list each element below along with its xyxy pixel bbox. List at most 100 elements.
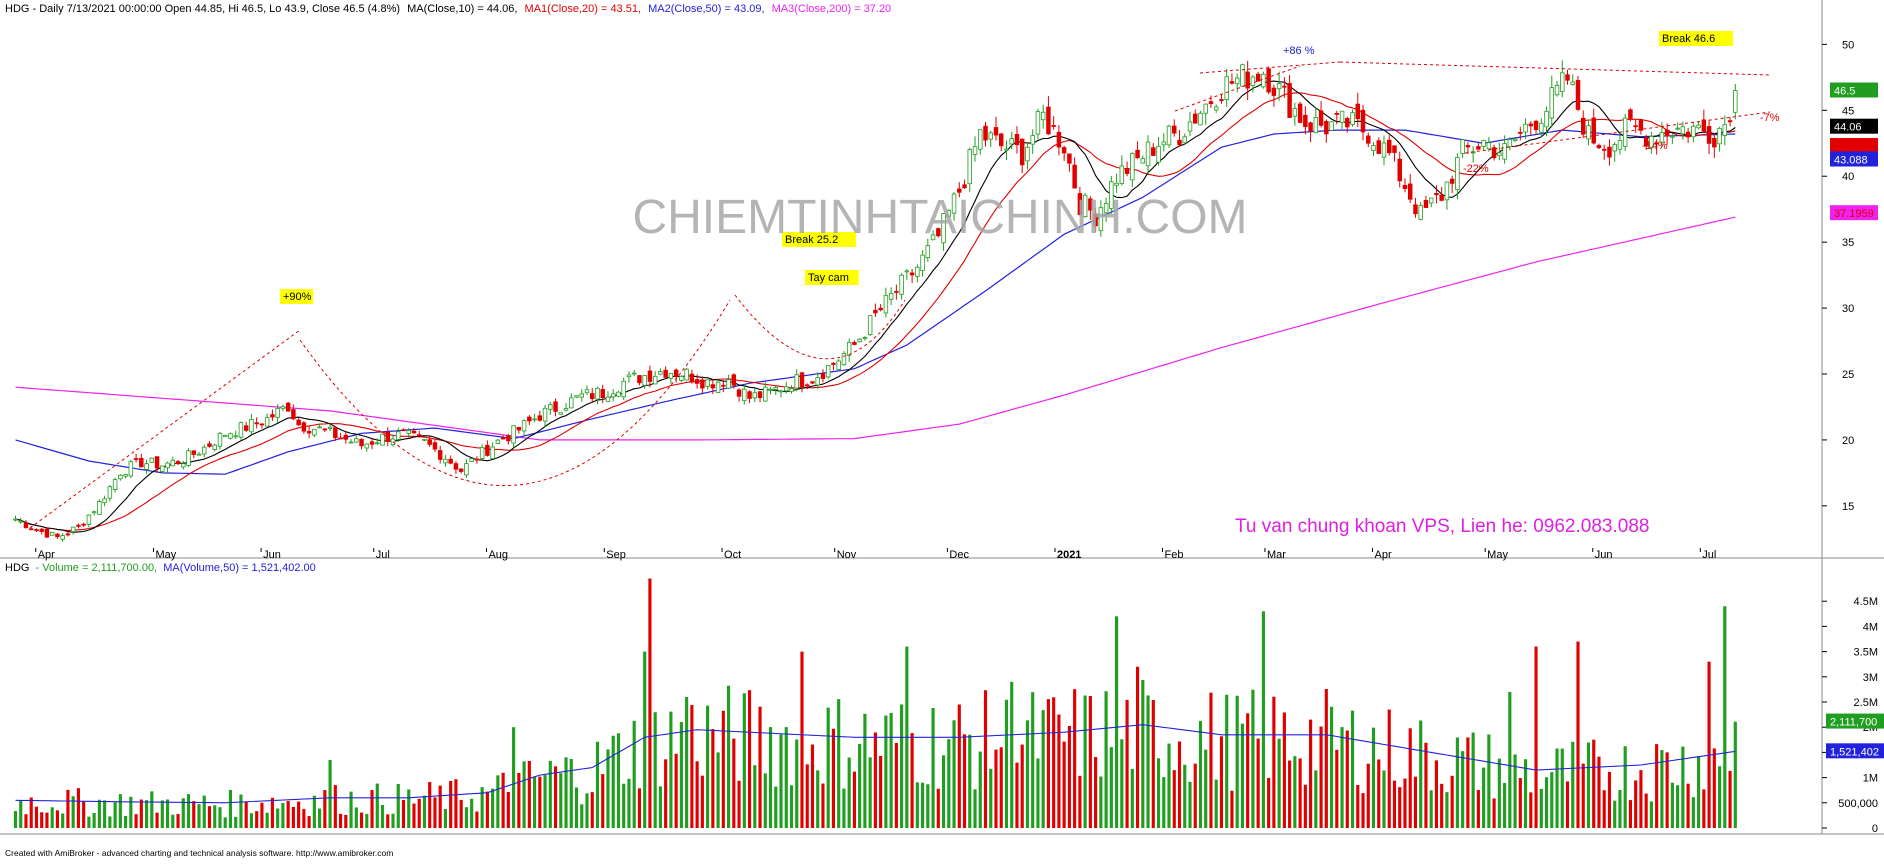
volume-bar — [1455, 737, 1459, 828]
volume-bar — [55, 810, 60, 828]
candle-body — [1575, 79, 1581, 110]
candle-body — [1119, 165, 1125, 184]
candle-body — [1334, 112, 1340, 115]
candle-body — [1581, 117, 1586, 135]
candle-body — [44, 528, 50, 538]
volume-bar — [1377, 759, 1381, 828]
volume-bar — [648, 578, 652, 828]
candle-body — [1166, 125, 1172, 146]
candle-body — [1329, 121, 1334, 131]
candle-body — [841, 353, 847, 366]
volume-bar — [1602, 790, 1606, 828]
volume-bar — [962, 734, 967, 828]
candle-body — [1512, 138, 1518, 142]
volume-bar — [1592, 739, 1596, 828]
trendline — [1339, 61, 1771, 76]
candle-body — [978, 129, 983, 150]
candle-body — [458, 468, 464, 472]
candle-body — [1434, 193, 1439, 196]
candle-body — [165, 462, 170, 469]
candle-body — [1460, 139, 1465, 154]
month-label: Jun — [1595, 549, 1613, 561]
month-label: Mar — [1267, 549, 1286, 561]
volume-bar — [994, 749, 998, 828]
volume-bar — [165, 799, 170, 828]
volume-bar — [1246, 713, 1250, 828]
candle-body — [506, 435, 511, 442]
volume-bar — [1041, 710, 1045, 828]
volume-bar — [1204, 749, 1208, 828]
volume-bar — [574, 787, 579, 828]
volume-bar — [1151, 700, 1155, 828]
candle-body — [715, 381, 721, 393]
volume-bar — [669, 711, 673, 828]
candle-body — [1696, 124, 1701, 129]
volume-bar — [1177, 741, 1182, 828]
candle-body — [778, 390, 784, 393]
volume-bar — [1345, 730, 1349, 828]
candle-body — [553, 401, 558, 412]
price-tick-label: 20 — [1842, 435, 1854, 447]
candle-body — [1701, 119, 1707, 132]
volume-bar — [805, 764, 809, 828]
volume-bar — [868, 757, 872, 828]
candle-body — [1591, 117, 1596, 144]
volume-bar — [438, 785, 442, 828]
candle-body — [962, 184, 967, 189]
candle-body — [118, 474, 123, 480]
volume-bar — [1613, 800, 1617, 828]
volume-bar — [1120, 739, 1124, 828]
month-label: Apr — [1375, 549, 1392, 561]
candle-body — [1282, 85, 1287, 88]
candle-body — [181, 463, 186, 468]
volume-bar — [244, 802, 248, 828]
volume-bar — [1529, 792, 1533, 828]
candle-body — [941, 213, 946, 244]
footer: Created with AmiBroker - advanced charti… — [5, 848, 393, 858]
candle-body — [469, 458, 474, 462]
volume-bar — [1340, 727, 1344, 828]
candle-body — [915, 266, 920, 277]
candle-body — [537, 415, 543, 421]
annotation-label: +90% — [283, 291, 312, 303]
candle-body — [516, 426, 522, 431]
volume-bar — [978, 751, 982, 828]
volume-bar — [1581, 763, 1585, 828]
candle-body — [228, 433, 233, 439]
candle-body — [1297, 103, 1303, 123]
volume-bar — [1492, 798, 1496, 828]
candle-body — [1502, 143, 1507, 160]
candle-body — [495, 439, 501, 444]
axis-layer: 15 20 25 30 35 40 45 50 Apr May Jun Jul Aug Sep Oct Nov… — [35, 39, 1884, 835]
candle-body — [1093, 213, 1098, 227]
volume-bar — [643, 651, 647, 828]
candle-body — [1528, 123, 1534, 127]
candle-body — [196, 453, 202, 456]
volume-bar — [1309, 719, 1313, 828]
volume-bar — [443, 809, 448, 828]
volume-bar — [983, 690, 988, 828]
volume-bar — [936, 788, 940, 828]
volume-bar — [1272, 696, 1276, 828]
volume-bar — [957, 704, 961, 828]
ma50-line — [15, 129, 1736, 475]
price-tick-label: 35 — [1842, 237, 1854, 249]
volume-bar — [1565, 781, 1570, 828]
month-label: Nov — [837, 549, 857, 561]
candle-body — [637, 375, 642, 384]
volume-bar — [155, 812, 159, 828]
annotation-box — [1659, 31, 1733, 46]
price-badge — [1830, 137, 1878, 153]
volume-bar — [742, 693, 746, 828]
volume-bar — [1162, 777, 1166, 828]
volume-bar — [1335, 749, 1339, 828]
volume-bar — [24, 814, 28, 828]
candle-body — [1124, 168, 1130, 174]
candle-body — [784, 386, 789, 392]
price-tick-label: 15 — [1842, 501, 1854, 513]
volume-bar — [821, 783, 825, 828]
volume-bar — [454, 779, 458, 828]
price-badge — [1830, 151, 1878, 167]
volume-bar — [1256, 738, 1260, 828]
volume-bar — [789, 785, 794, 828]
